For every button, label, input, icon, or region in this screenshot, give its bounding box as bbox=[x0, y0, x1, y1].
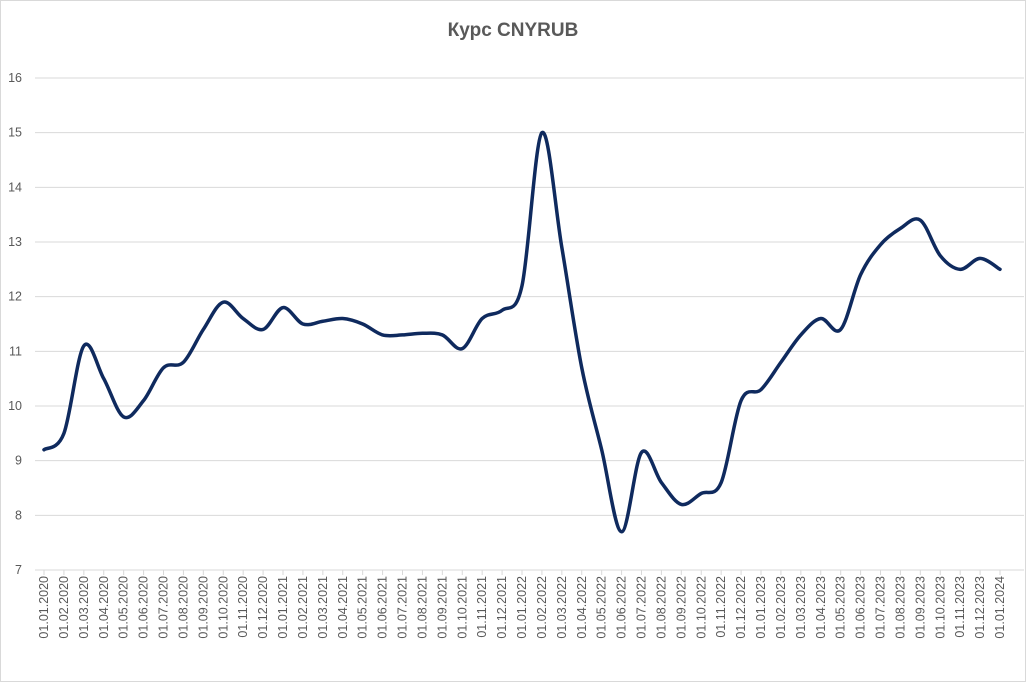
x-tick-label: 01.03.2022 bbox=[555, 576, 569, 639]
x-tick-label: 01.09.2021 bbox=[435, 576, 449, 639]
x-tick-label: 01.04.2023 bbox=[814, 576, 828, 639]
x-tick-label: 01.07.2022 bbox=[635, 576, 649, 639]
y-tick-label: 12 bbox=[8, 290, 22, 304]
x-tick-label: 01.11.2020 bbox=[236, 576, 250, 638]
x-tick-label: 01.05.2022 bbox=[595, 576, 609, 639]
x-tick-label: 01.11.2023 bbox=[953, 576, 967, 638]
x-tick-label: 01.03.2023 bbox=[794, 576, 808, 639]
x-tick-label: 01.12.2021 bbox=[495, 576, 509, 639]
x-tick-label: 01.10.2021 bbox=[455, 576, 469, 639]
x-tick-label: 01.06.2022 bbox=[615, 576, 629, 639]
y-tick-label: 8 bbox=[15, 508, 22, 522]
y-tick-label: 13 bbox=[8, 235, 22, 249]
x-tick-label: 01.10.2020 bbox=[216, 576, 230, 639]
x-tick-label: 01.02.2020 bbox=[57, 576, 71, 639]
x-tick-label: 01.06.2020 bbox=[137, 576, 151, 639]
chart-title: Курс CNYRUB bbox=[447, 20, 579, 41]
x-tick-label: 01.06.2023 bbox=[854, 576, 868, 639]
x-tick-label: 01.12.2023 bbox=[973, 576, 987, 639]
x-tick-label: 01.04.2022 bbox=[575, 576, 589, 639]
x-tick-label: 01.12.2022 bbox=[734, 576, 748, 639]
x-tick-label: 01.01.2020 bbox=[37, 576, 51, 639]
x-tick-label: 01.06.2021 bbox=[376, 576, 390, 639]
y-tick-label: 14 bbox=[8, 180, 22, 194]
x-tick-label: 01.08.2020 bbox=[176, 576, 190, 639]
x-tick-label: 01.12.2020 bbox=[256, 576, 270, 639]
x-tick-label: 01.08.2022 bbox=[654, 576, 668, 639]
x-tick-label: 01.09.2020 bbox=[196, 576, 210, 639]
y-tick-label: 16 bbox=[8, 71, 22, 85]
y-tick-label: 7 bbox=[15, 563, 22, 577]
x-tick-label: 01.03.2021 bbox=[316, 576, 330, 639]
x-tick-label: 01.08.2023 bbox=[893, 576, 907, 639]
x-tick-label: 01.01.2021 bbox=[276, 576, 290, 639]
x-tick-label: 01.04.2021 bbox=[336, 576, 350, 639]
x-tick-label: 01.04.2020 bbox=[97, 576, 111, 639]
y-tick-label: 9 bbox=[15, 454, 22, 468]
x-tick-label: 01.01.2024 bbox=[993, 576, 1007, 639]
x-tick-label: 01.05.2021 bbox=[356, 576, 370, 639]
x-tick-label: 01.05.2020 bbox=[117, 576, 131, 639]
y-tick-label: 11 bbox=[9, 344, 22, 358]
x-tick-label: 01.08.2021 bbox=[415, 576, 429, 639]
x-tick-label: 01.07.2021 bbox=[396, 576, 410, 639]
x-tick-label: 01.11.2022 bbox=[714, 576, 728, 638]
x-tick-label: 01.11.2021 bbox=[475, 576, 489, 638]
x-tick-label: 01.05.2023 bbox=[834, 576, 848, 639]
x-tick-label: 01.07.2023 bbox=[874, 576, 888, 639]
x-tick-label: 01.02.2021 bbox=[296, 576, 310, 639]
x-tick-label: 01.02.2022 bbox=[535, 576, 549, 639]
x-tick-label: 01.09.2023 bbox=[913, 576, 927, 639]
x-tick-label: 01.09.2022 bbox=[674, 576, 688, 639]
y-tick-label: 15 bbox=[8, 126, 22, 140]
x-tick-label: 01.10.2022 bbox=[694, 576, 708, 639]
x-tick-label: 01.01.2023 bbox=[754, 576, 768, 639]
x-tick-label: 01.01.2022 bbox=[515, 576, 529, 639]
y-tick-label: 10 bbox=[8, 399, 22, 413]
series-line bbox=[42, 130, 1002, 534]
x-tick-label: 01.10.2023 bbox=[933, 576, 947, 639]
x-tick-label: 01.07.2020 bbox=[157, 576, 171, 639]
x-tick-label: 01.03.2020 bbox=[77, 576, 91, 639]
x-tick-label: 01.02.2023 bbox=[774, 576, 788, 639]
